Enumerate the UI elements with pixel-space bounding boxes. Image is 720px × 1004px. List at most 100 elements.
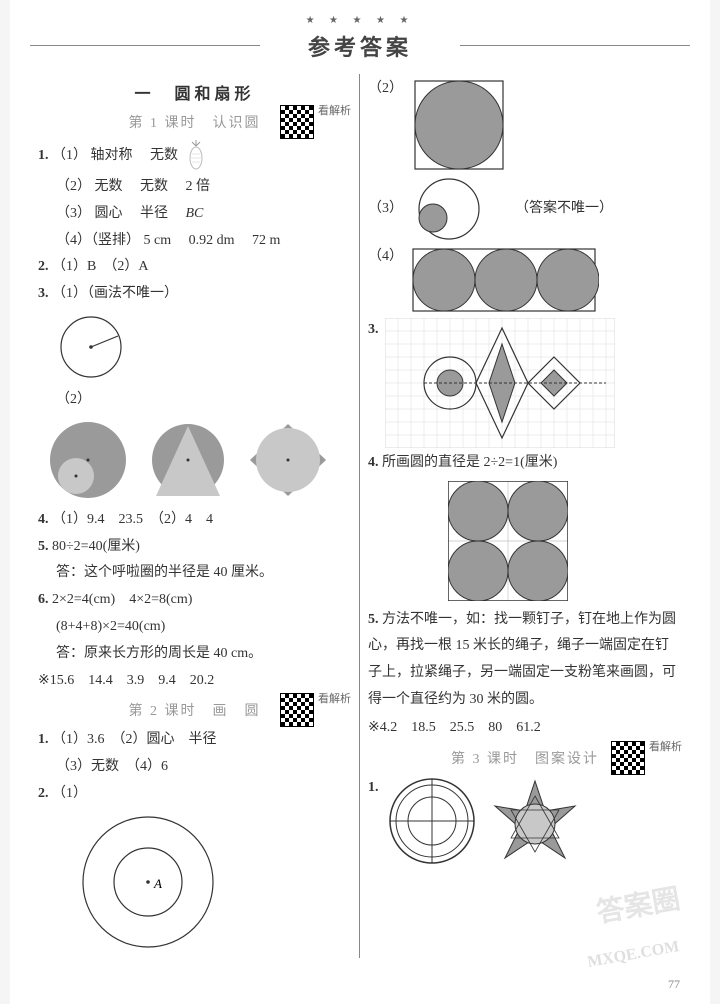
q5: 5. 80÷2=40(厘米) (38, 535, 351, 559)
rq4-num: 4. (368, 455, 379, 470)
r-sub3: （3） （答案不唯一） (368, 176, 682, 242)
rq4-fig (448, 481, 682, 601)
q1-a4-label: （4）（竖排） (56, 233, 140, 248)
lesson-3-header: 第 3 课时 图案设计 看解析 (368, 748, 682, 768)
lesson-1-title: 第 1 课时 认识圆 (129, 112, 261, 132)
rq5-num: 5. (368, 612, 379, 627)
extra1: ※15.6 14.4 3.9 9.4 20.2 (38, 669, 351, 693)
rq5-text: 方法不唯一，如：找一颗钉子，钉在地上作为圆心，再找一根 15 米长的绳子，绳子一… (368, 612, 676, 707)
qr-label: 看解析 (318, 693, 351, 727)
q1-a2-v2: 无数 (140, 179, 168, 194)
q1-a3: （3） 圆心 半径 BC (38, 202, 351, 226)
l2q2-sub1: （1） (52, 786, 87, 801)
q1: 1. （1） 轴对称 无数 (38, 140, 351, 172)
q1-a3-v2: 半径 (140, 206, 168, 221)
lesson-1-header: 第 1 课时 认识圆 看解析 (38, 112, 351, 132)
q1-a3-v1: 圆心 (95, 206, 123, 221)
rq3-fig (385, 318, 615, 448)
q2: 2. （1）B （2）A (38, 255, 351, 279)
q1-a4-v3: 72 m (252, 233, 280, 248)
qr-label: 看解析 (649, 741, 682, 775)
r-fig3 (409, 176, 509, 242)
q4-num: 4. (38, 512, 49, 527)
q3-fig2 (46, 418, 351, 502)
qr-icon (280, 105, 314, 139)
l2q2: 2. （1） (38, 782, 351, 806)
q6-line1: 2×2=4(cm) 4×2=8(cm) (52, 592, 192, 607)
q1-a1-label: （1） (52, 148, 87, 163)
lesson-2-header: 第 2 课时 画 圆 看解析 (38, 700, 351, 720)
l2q1-b: （3）无数 （4）6 (38, 755, 351, 779)
q1-a3-v3: BC (186, 206, 204, 221)
page-number: 77 (668, 977, 680, 992)
rq5: 5. 方法不唯一，如：找一颗钉子，钉在地上作为圆心，再找一根 15 米长的绳子，… (368, 607, 682, 713)
qr-wrap-2: 看解析 (280, 693, 351, 727)
r-sub3-label: （3） (368, 197, 403, 221)
left-column: 一 圆和扇形 第 1 课时 认识圆 看解析 1. （1） 轴对称 无数 （2） (30, 74, 360, 958)
q3: 3. （1）（画法不唯一） (38, 282, 351, 306)
q2-num: 2. (38, 259, 49, 274)
r-sub4: （4） (368, 245, 682, 315)
q1-a1-v2: 无数 (150, 148, 178, 163)
qr-wrap: 看解析 (280, 105, 351, 139)
rq4-text: 所画圆的直径是 2÷2=1(厘米) (382, 455, 557, 470)
header-rule-right (460, 45, 690, 46)
r-fig2 (409, 77, 519, 173)
r-sub2-label: （2） (368, 77, 403, 101)
q1-a3-label: （3） (56, 206, 91, 221)
l2q1-num: 1. (38, 732, 49, 747)
carrot-icon (182, 140, 210, 172)
lesson-3-title: 第 3 课时 图案设计 (451, 748, 599, 768)
l2q2-num: 2. (38, 786, 49, 801)
q3-fig1 (56, 312, 351, 382)
header-stars: ★ ★ ★ ★ ★ (30, 15, 690, 26)
q4: 4. （1）9.4 23.5 （2）4 4 (38, 508, 351, 532)
extra2: ※4.2 18.5 25.5 80 61.2 (368, 716, 682, 740)
r-fig4 (409, 245, 599, 315)
q6-line3: 答：原来长方形的周长是 40 cm。 (38, 642, 351, 666)
page-title: 参考答案 (30, 30, 690, 62)
page: ★ ★ ★ ★ ★ 参考答案 一 圆和扇形 第 1 课时 认识圆 看解析 1. … (10, 0, 710, 1004)
header-rule-left (30, 45, 260, 46)
q3-a: （1）（画法不唯一） (52, 286, 178, 301)
q2-a: （1）B （2）A (52, 259, 148, 274)
l3q1-fig2 (485, 776, 585, 876)
q3-sub2: （2） (38, 388, 351, 412)
r-sub2: （2） (368, 77, 682, 173)
q1-a4-v2: 0.92 dm (189, 233, 235, 248)
qr-label: 看解析 (318, 105, 351, 139)
q1-a2-v1: 无数 (95, 179, 123, 194)
q3-num: 3. (38, 286, 49, 301)
l2q1-a: （1）3.6 （2）圆心 半径 (52, 732, 217, 747)
l3q1-num: 1. (368, 776, 379, 800)
right-column: （2） （3） （答案不唯一） （4） (360, 74, 690, 958)
r-sub4-label: （4） (368, 245, 403, 269)
q6-line2: (8+4+8)×2=40(cm) (38, 615, 351, 639)
section-title: 一 圆和扇形 (38, 80, 351, 104)
rq3: 3. (368, 318, 682, 448)
r-sub3-note: （答案不唯一） (515, 197, 613, 221)
q6: 6. 2×2=4(cm) 4×2=8(cm) (38, 588, 351, 612)
q5-line2: 答：这个呼啦圈的半径是 40 厘米。 (38, 561, 351, 585)
lesson-2-title: 第 2 课时 画 圆 (129, 700, 261, 720)
q1-a2-label: （2） (56, 179, 91, 194)
q1-a2-v3: 2 倍 (186, 179, 211, 194)
qr-icon (611, 741, 645, 775)
q1-a4: （4）（竖排） 5 cm 0.92 dm 72 m (38, 229, 351, 253)
l3q1-fig1 (387, 776, 477, 866)
q1-a4-v1: 5 cm (144, 233, 172, 248)
q1-a1-v1: 轴对称 (91, 148, 133, 163)
q5-line1: 80÷2=40(厘米) (52, 539, 140, 554)
header: ★ ★ ★ ★ ★ 参考答案 (30, 15, 690, 62)
q4-a: （1）9.4 23.5 （2）4 4 (52, 512, 213, 527)
rq3-num: 3. (368, 318, 379, 342)
l2q1: 1. （1）3.6 （2）圆心 半径 (38, 728, 351, 752)
q6-num: 6. (38, 592, 49, 607)
qr-icon (280, 693, 314, 727)
l2q2-fig1: A (78, 812, 351, 952)
q1-num: 1. (38, 148, 49, 163)
rq4: 4. 所画圆的直径是 2÷2=1(厘米) (368, 451, 682, 475)
content-columns: 一 圆和扇形 第 1 课时 认识圆 看解析 1. （1） 轴对称 无数 （2） (30, 74, 690, 958)
q1-a2: （2） 无数 无数 2 倍 (38, 175, 351, 199)
qr-wrap-3: 看解析 (611, 741, 682, 775)
